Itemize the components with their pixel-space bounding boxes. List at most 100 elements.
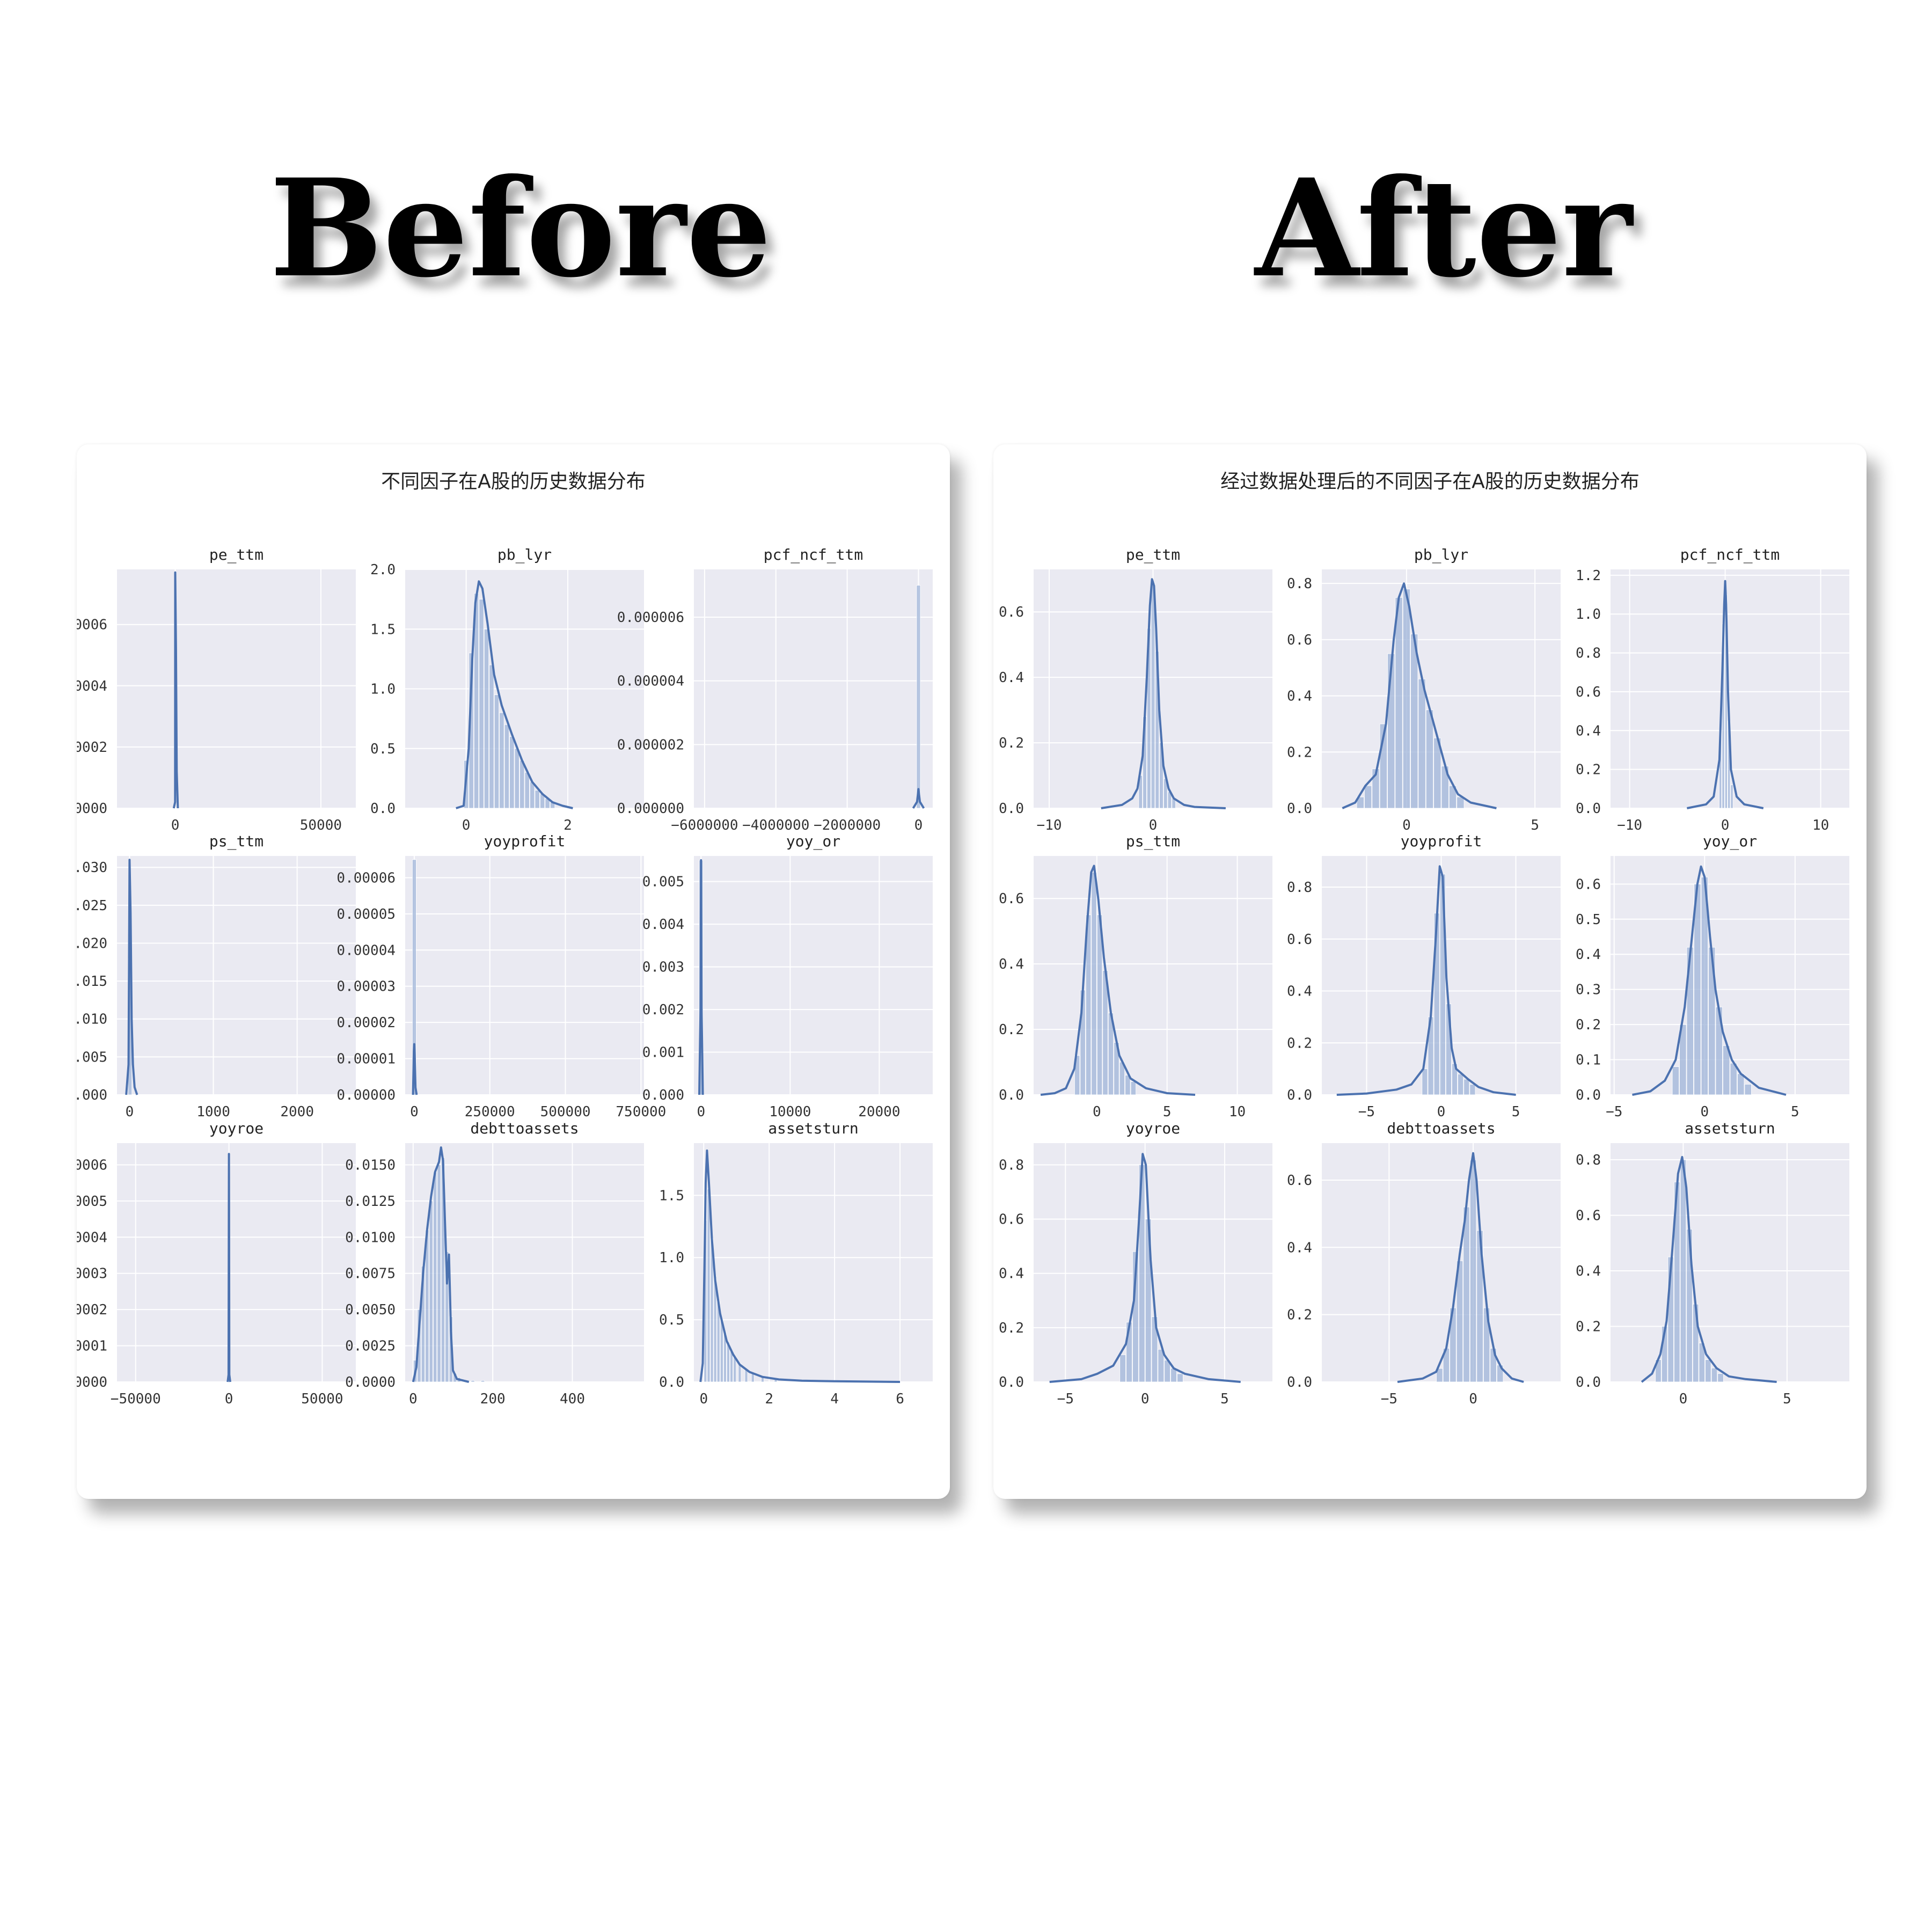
y-tick-label: 0.6 xyxy=(999,891,1024,907)
y-tick-label: 0.003 xyxy=(642,960,684,976)
y-tick-label: 0.8 xyxy=(1287,880,1312,896)
histogram-bar xyxy=(1402,589,1410,809)
before-panel-debttoassets: 0 200 400 0.0000 0.0025 0.0050 0.0075 0.0100 0.0… xyxy=(345,1119,644,1407)
y-tick-label: 0.0050 xyxy=(345,1302,396,1318)
y-tick-label: 2.0 xyxy=(370,562,396,578)
y-tick-label: 0.4 xyxy=(1576,1263,1601,1279)
density-line xyxy=(226,1153,231,1382)
density-line xyxy=(1101,578,1226,809)
histogram-bar xyxy=(1177,1373,1183,1382)
y-tick-label: 0.8 xyxy=(1576,1152,1601,1168)
before-chart-card: 不同因子在A股的历史数据分布 0500000.00000.00020.00040… xyxy=(77,444,950,1499)
histogram-bar xyxy=(1705,1359,1711,1382)
y-tick-label: 0.4 xyxy=(1576,723,1601,739)
y-tick-label: 0.0001 xyxy=(77,1338,107,1355)
histogram-bar xyxy=(1132,1251,1139,1382)
histogram-bar xyxy=(1425,709,1434,809)
histogram-bar xyxy=(1717,1373,1724,1382)
after-panel-assetsturn: 0 5 0.0 0.2 0.4 0.6 0.8 assetsturn xyxy=(1576,1119,1849,1407)
x-tick-label: 0 xyxy=(1149,817,1158,833)
y-tick-label: 0.0003 xyxy=(77,1266,107,1282)
panel-title: yoyroe xyxy=(1126,1119,1180,1137)
histogram-bar xyxy=(437,1165,441,1382)
y-tick-label: 0.0 xyxy=(1576,801,1601,817)
x-tick-label: −5 xyxy=(1381,1391,1397,1407)
histogram-bar xyxy=(1074,1055,1080,1095)
x-tick-label: 4 xyxy=(830,1391,839,1407)
histogram-bar xyxy=(1679,1024,1687,1095)
y-tick-label: 0.8 xyxy=(999,1157,1024,1173)
histogram-bar xyxy=(1469,1159,1477,1382)
x-tick-label: −5 xyxy=(1358,1104,1375,1120)
after-heading: After xyxy=(1255,149,1633,307)
y-tick-label: 1.5 xyxy=(659,1188,684,1204)
density-line xyxy=(172,571,179,809)
y-tick-label: 0.2 xyxy=(999,735,1024,751)
histogram-bar xyxy=(1469,1084,1476,1095)
y-tick-label: 0.0 xyxy=(999,1087,1024,1103)
y-tick-label: 0.2 xyxy=(1576,1319,1601,1335)
x-tick-label: 0 xyxy=(914,817,923,833)
histogram-bar xyxy=(1458,1073,1464,1095)
histogram-bar xyxy=(1672,1066,1680,1095)
panel-title: debttoassets xyxy=(470,1119,579,1137)
histogram-bar xyxy=(530,781,535,809)
y-tick-label: 0.0 xyxy=(1287,1087,1312,1103)
x-tick-label: 5 xyxy=(1512,1104,1520,1120)
density-line xyxy=(698,859,704,1095)
histogram-bar xyxy=(1151,582,1155,809)
x-tick-label: 5 xyxy=(1531,817,1539,833)
density-line xyxy=(125,859,138,1095)
x-tick-label: 50000 xyxy=(301,1391,343,1407)
before-panel-pe-ttm: 0 50000 0.0000 0.0002 0.0004 0.0006 pe_ttm xyxy=(77,546,356,833)
histogram-bar xyxy=(1356,796,1364,809)
y-tick-label: 0.030 xyxy=(77,860,107,876)
y-tick-label: 0.0 xyxy=(659,1374,684,1391)
y-tick-label: 0.015 xyxy=(77,974,107,990)
panel-background xyxy=(405,856,644,1095)
histogram-bar xyxy=(1711,1367,1718,1382)
panel-title: ps_ttm xyxy=(1126,832,1180,851)
density-line xyxy=(1687,580,1764,809)
panel-title: ps_ttm xyxy=(209,832,264,851)
y-tick-label: 0.0006 xyxy=(77,1157,107,1173)
x-tick-label: 5 xyxy=(1791,1104,1799,1120)
histogram-bar xyxy=(1410,634,1418,809)
histogram-bar xyxy=(1680,1159,1687,1382)
y-tick-label: 0.5 xyxy=(1576,912,1601,928)
y-tick-label: 0.4 xyxy=(999,670,1024,686)
y-tick-label: 0.002 xyxy=(642,1002,684,1018)
x-tick-label: 0 xyxy=(1469,1391,1477,1407)
y-tick-label: 1.0 xyxy=(1576,606,1601,623)
y-tick-label: 0.00001 xyxy=(336,1051,396,1067)
y-tick-label: 0.6 xyxy=(1576,876,1601,892)
y-tick-label: 0.00004 xyxy=(336,942,396,958)
y-tick-label: 0.6 xyxy=(1287,632,1312,648)
histogram-bar xyxy=(484,628,489,809)
y-tick-label: 0.0150 xyxy=(345,1157,396,1173)
y-tick-label: 0.1 xyxy=(1576,1052,1601,1069)
y-tick-label: 0.005 xyxy=(77,1049,107,1065)
density-line xyxy=(699,1149,901,1383)
panel-background xyxy=(1322,1143,1561,1382)
density-line xyxy=(912,788,925,809)
x-tick-label: 0 xyxy=(1402,817,1411,833)
density-line xyxy=(1632,865,1787,1096)
x-tick-label: 20000 xyxy=(858,1104,900,1120)
after-panel-pcf-ncf-ttm: −10 0 10 0.0 0.2 0.4 0.6 0.8 1.0 1.2 pcf_ncf_ttm xyxy=(1576,546,1849,833)
before-panel-pcf-ncf-ttm: −6000000 −4000000 −2000000 0 0.000000 0.00000… xyxy=(617,546,933,833)
panel-background xyxy=(694,856,933,1095)
x-tick-label: 400 xyxy=(560,1391,585,1407)
histogram-bar xyxy=(504,724,509,809)
after-panel-ps-ttm: 0 5 10 0.0 0.2 0.4 0.6 ps_ttm xyxy=(999,832,1272,1120)
y-tick-label: 0.0 xyxy=(999,801,1024,817)
panel-background xyxy=(405,1143,644,1382)
x-tick-label: 0 xyxy=(1700,1104,1709,1120)
panel-title: pcf_ncf_ttm xyxy=(1680,546,1780,564)
histogram-bar xyxy=(489,664,494,809)
x-tick-label: 5 xyxy=(1783,1391,1791,1407)
panel-title: pe_ttm xyxy=(1126,546,1180,564)
y-tick-label: 0.2 xyxy=(999,1022,1024,1038)
y-tick-label: 1.0 xyxy=(370,682,396,698)
density-line xyxy=(1342,582,1497,809)
